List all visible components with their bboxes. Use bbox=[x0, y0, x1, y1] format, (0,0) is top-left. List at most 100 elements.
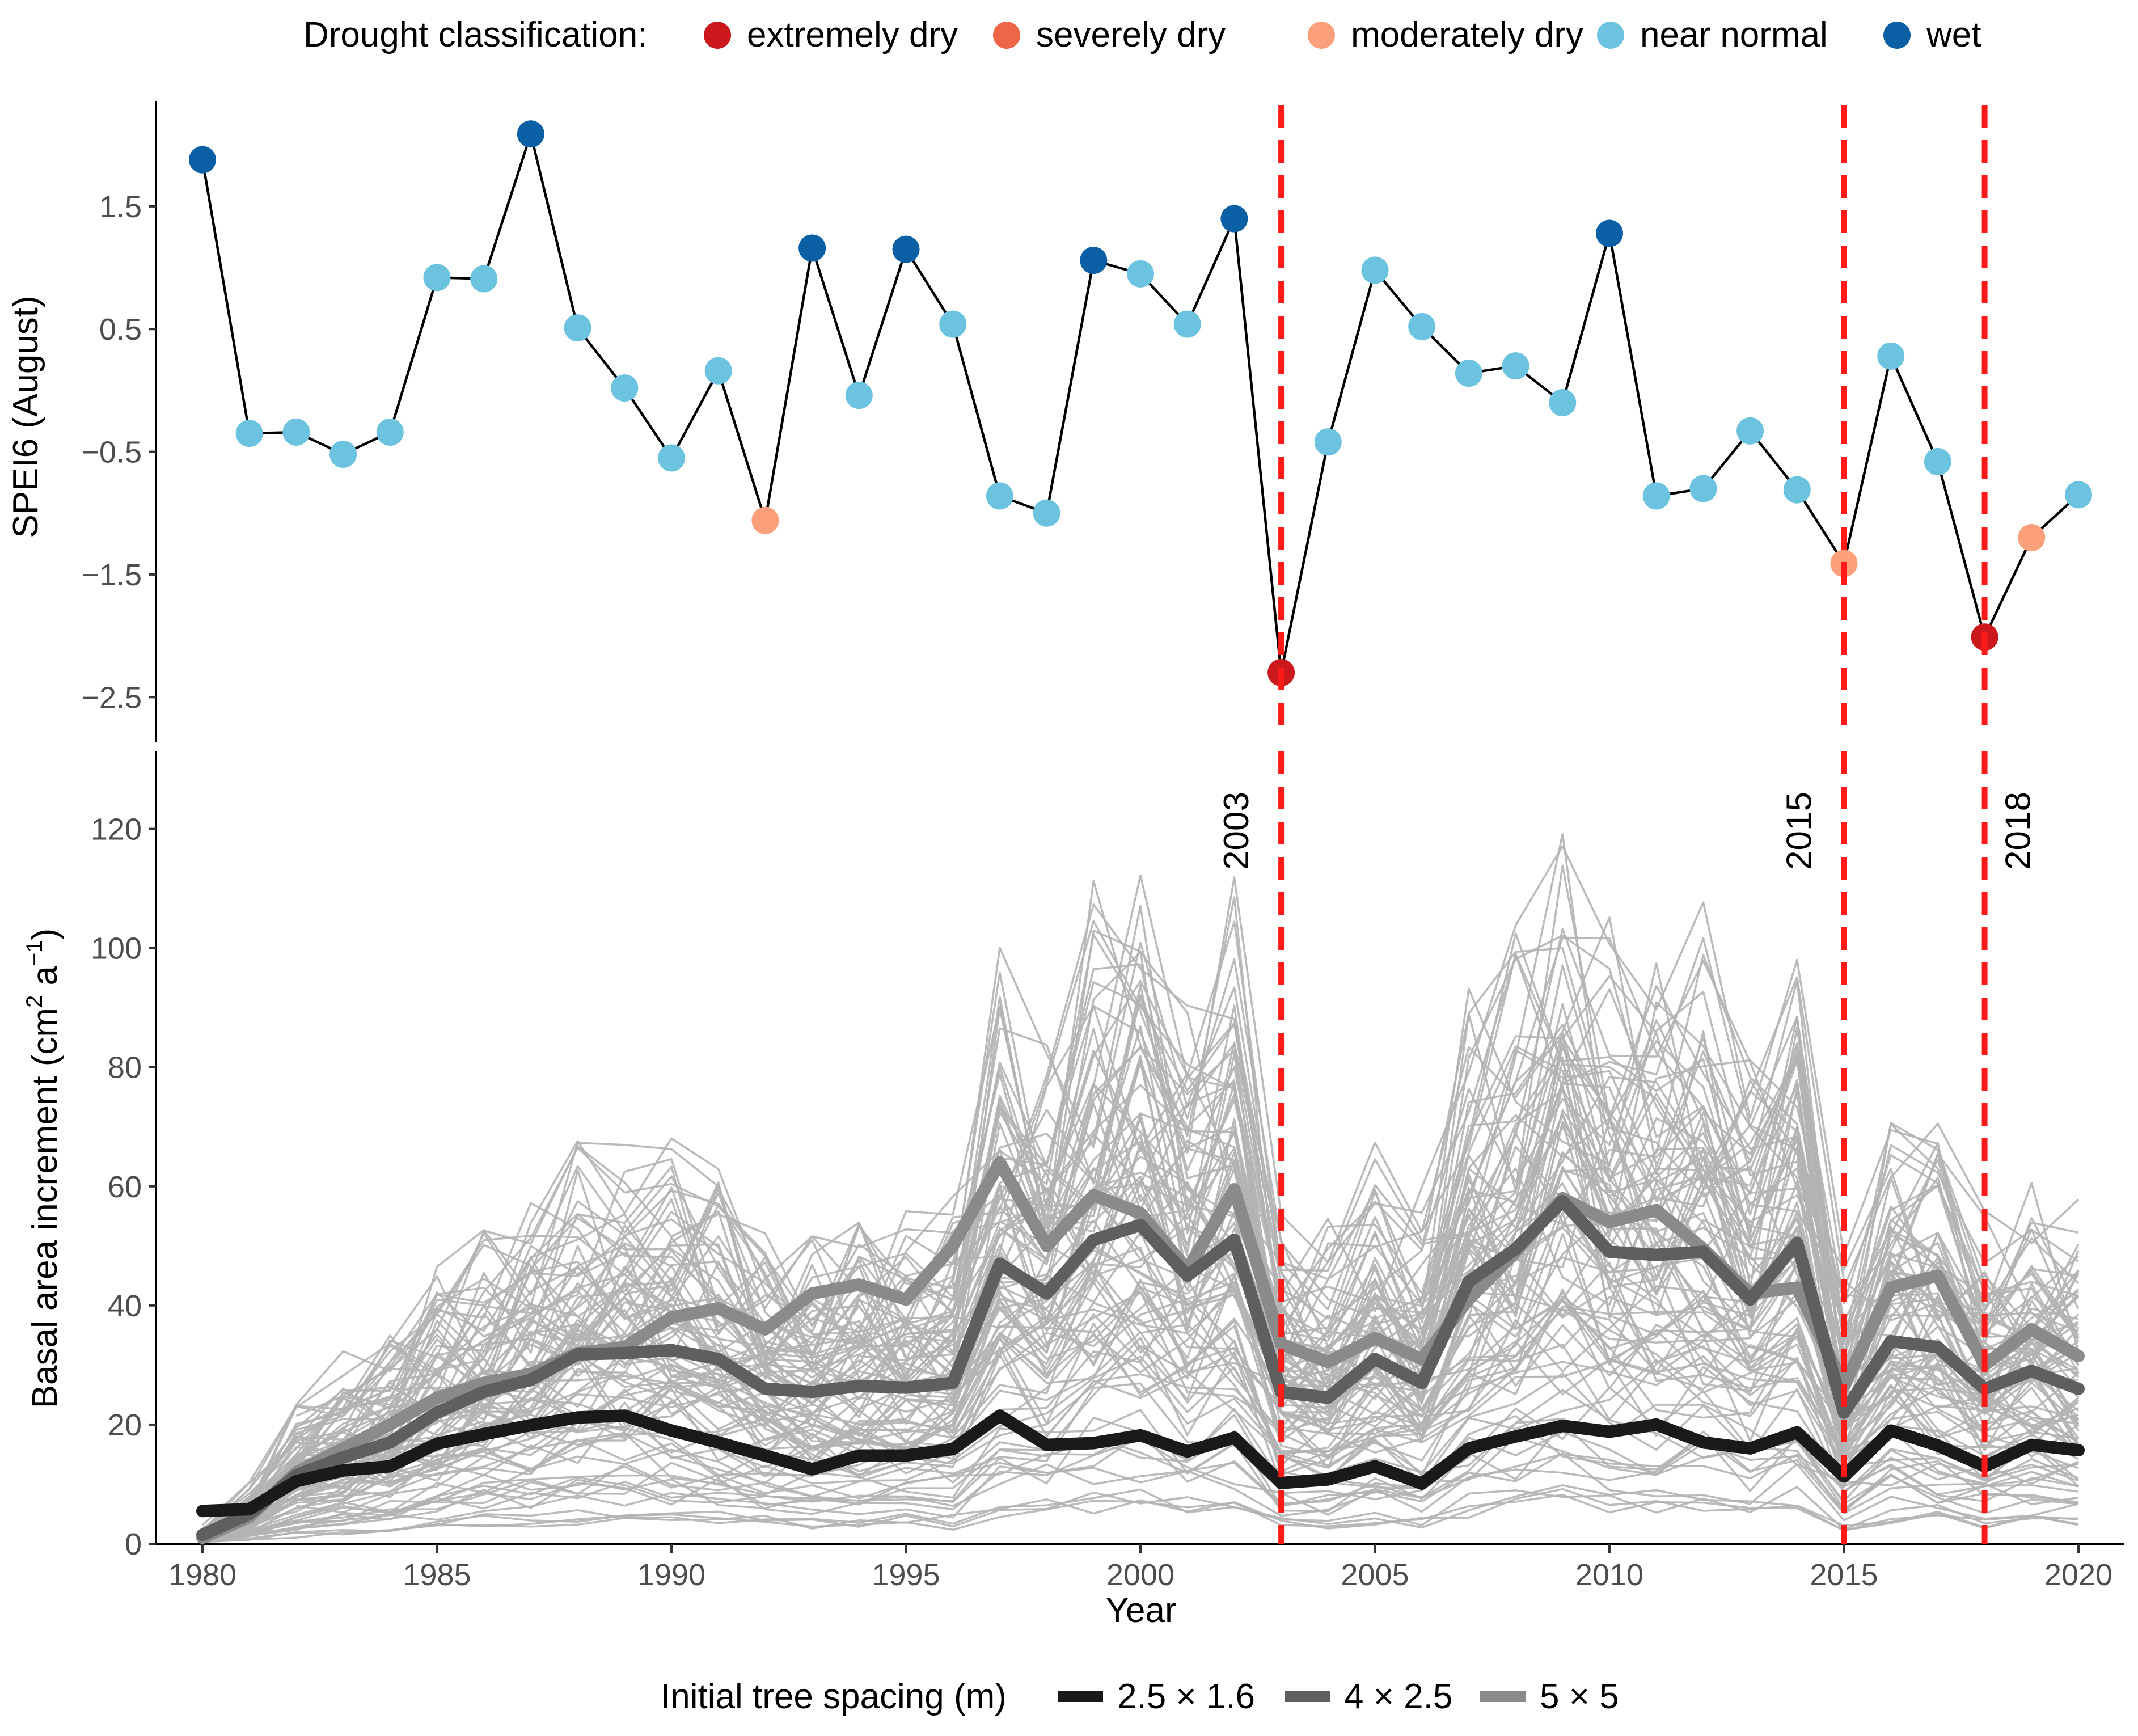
spei-point-1992 bbox=[751, 506, 779, 534]
bai-y-tick-label: 20 bbox=[108, 1408, 142, 1442]
spei-panel: 1.5 0.5 −0.5 −1.5 −2.5 SPEI6 (August) bbox=[6, 101, 2092, 742]
spei-point-2019 bbox=[2018, 524, 2046, 552]
spei-point-1995 bbox=[892, 235, 920, 263]
event-label-2018: 2018 bbox=[1999, 792, 2038, 870]
spei-point-2017 bbox=[1924, 447, 1951, 475]
tree-line bbox=[202, 833, 2080, 1531]
tree-line bbox=[202, 1336, 2079, 1539]
legend-swatch-near_normal bbox=[1597, 22, 1624, 49]
spei-point-1996 bbox=[939, 310, 967, 338]
spei-point-1990 bbox=[658, 444, 685, 472]
tree-line bbox=[201, 896, 2080, 1531]
spei-point-1988 bbox=[564, 314, 591, 342]
bai-individual-trees bbox=[201, 833, 2080, 1543]
spacing-line-0 bbox=[196, 1409, 2085, 1518]
spacing-line-2 bbox=[196, 1156, 2085, 1544]
drought-legend-title: Drought classification: bbox=[303, 15, 648, 54]
bai-x-tick-label: 2020 bbox=[2044, 1558, 2112, 1592]
bai-spacing-means bbox=[196, 1156, 2085, 1544]
bai-y-axis-title-main: Basal area increment (cm bbox=[26, 1008, 65, 1408]
bai-x-tick-label: 2015 bbox=[1810, 1558, 1878, 1592]
bai-x-tick-label: 1995 bbox=[872, 1558, 940, 1592]
spei-point-2013 bbox=[1736, 417, 1764, 445]
legend-label-moderately_dry: moderately dry bbox=[1351, 15, 1583, 54]
legend-label-severely_dry: severely dry bbox=[1036, 15, 1226, 54]
tree-line bbox=[202, 1042, 2080, 1531]
spei-point-1984 bbox=[376, 418, 404, 446]
spei-point-2004 bbox=[1314, 428, 1342, 456]
tree-line bbox=[202, 1340, 2079, 1538]
tree-line bbox=[202, 1290, 2079, 1540]
bai-y-axis-title: Basal area increment (cm2 a−1) bbox=[22, 928, 65, 1409]
bai-y-tick-label: 40 bbox=[108, 1289, 142, 1323]
legend-label-near_normal: near normal bbox=[1640, 15, 1828, 54]
spei-point-2016 bbox=[1877, 342, 1905, 370]
spei-point-1991 bbox=[704, 357, 732, 385]
bai-y-axis-title-end: ) bbox=[26, 928, 65, 940]
bai-y-axis-title-mid: a bbox=[26, 965, 65, 995]
spei-point-1982 bbox=[282, 418, 310, 446]
spei-point-1994 bbox=[845, 382, 873, 409]
tree-line bbox=[248, 1245, 2079, 1522]
legend-label-extremely_dry: extremely dry bbox=[747, 15, 958, 54]
legend-label-wet: wet bbox=[1926, 15, 1981, 54]
tree-line bbox=[343, 1488, 2079, 1535]
bai-x-tick-label: 1980 bbox=[168, 1558, 236, 1592]
tree-line bbox=[201, 1055, 2079, 1534]
tree-line bbox=[202, 1109, 2080, 1533]
spei-y-tick-label: −0.5 bbox=[81, 436, 142, 470]
drought-event-markers: 2003 2015 2018 bbox=[1217, 105, 2038, 1544]
spei-point-2008 bbox=[1502, 352, 1529, 380]
tree-line bbox=[202, 941, 2080, 1530]
legend-swatch-moderately_dry bbox=[1308, 22, 1335, 49]
spei-point-1981 bbox=[235, 420, 263, 447]
bai-y-tick-label: 60 bbox=[108, 1170, 142, 1204]
tree-line bbox=[202, 1211, 2080, 1539]
legend-swatch-wet bbox=[1883, 22, 1911, 49]
spei-point-1987 bbox=[517, 120, 544, 148]
spei-point-2006 bbox=[1408, 312, 1436, 340]
bai-y-axis-title-sup1: 2 bbox=[22, 995, 47, 1008]
bai-x-tick-label: 1990 bbox=[637, 1558, 705, 1592]
bai-x-tick-label: 2005 bbox=[1341, 1558, 1409, 1592]
spei-point-2011 bbox=[1642, 482, 1670, 510]
tree-line bbox=[202, 1430, 2079, 1542]
spei-point-1998 bbox=[1033, 499, 1060, 527]
spacing-legend-items: 2.5 × 1.6 4 × 2.5 5 × 5 bbox=[1058, 1677, 1619, 1716]
spacing-legend: Initial tree spacing (m) 2.5 × 1.6 4 × 2.… bbox=[661, 1677, 1619, 1716]
spei-y-tick-label: −2.5 bbox=[81, 681, 142, 715]
spei-y-tick-label: −1.5 bbox=[81, 558, 142, 592]
tree-line bbox=[343, 1143, 2080, 1462]
spacing-line-1 bbox=[196, 1195, 2085, 1541]
tree-line bbox=[343, 1281, 2080, 1502]
bai-x-axis-title: Year bbox=[1105, 1591, 1176, 1630]
bai-x-tick-label: 1985 bbox=[403, 1558, 471, 1592]
tree-line bbox=[342, 1313, 2079, 1500]
spei-point-1986 bbox=[470, 265, 498, 293]
spei-point-2002 bbox=[1220, 205, 1248, 233]
spei-point-2010 bbox=[1596, 219, 1623, 247]
spei-point-2000 bbox=[1127, 260, 1154, 288]
legend-swatch-extremely_dry bbox=[704, 22, 731, 49]
tree-line bbox=[202, 1452, 2079, 1543]
drought-legend: Drought classification: extremely dry sev… bbox=[303, 15, 1981, 54]
tree-line bbox=[201, 934, 2080, 1535]
tree-line bbox=[202, 845, 2079, 1531]
bai-y-axis-title-sup2: −1 bbox=[22, 940, 47, 966]
bai-tick-labels: 0 20 40 60 80 100 120 1980 1985 1990 1995 2000 2005 2… bbox=[91, 813, 2112, 1592]
tree-line bbox=[202, 1036, 2079, 1535]
spei-point-2007 bbox=[1455, 360, 1482, 387]
tree-line bbox=[342, 864, 2079, 1408]
bai-y-tick-label: 120 bbox=[91, 813, 142, 847]
spei-point-1993 bbox=[798, 234, 826, 262]
tree-line bbox=[342, 1005, 2080, 1438]
tree-line bbox=[202, 1486, 2079, 1543]
tree-line bbox=[202, 1019, 2080, 1533]
tree-line bbox=[202, 1355, 2079, 1540]
spei-y-tick-label: 0.5 bbox=[99, 312, 142, 347]
spei-y-tick-label: 1.5 bbox=[99, 190, 142, 224]
spei-point-2014 bbox=[1783, 476, 1811, 504]
event-label-2015: 2015 bbox=[1780, 792, 1819, 870]
spei-point-2009 bbox=[1549, 389, 1577, 417]
bai-panel: 0 20 40 60 80 100 120 1980 1985 1990 1995 2000 2005 2… bbox=[22, 751, 2124, 1630]
